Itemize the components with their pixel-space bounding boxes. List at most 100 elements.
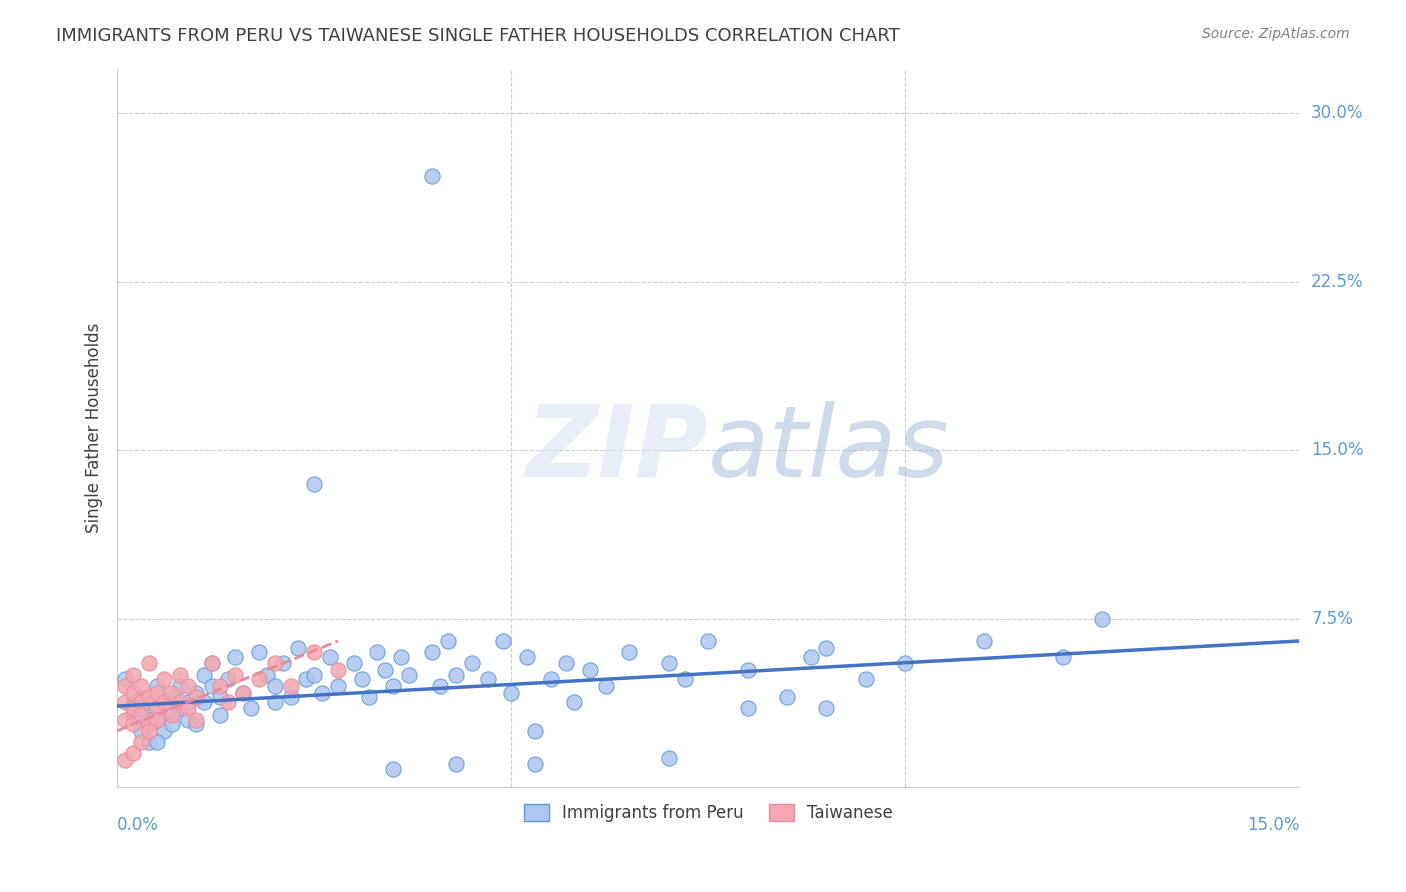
- Point: [302, 476, 325, 491]
- Point: [208, 690, 231, 705]
- Text: 15.0%: 15.0%: [1312, 442, 1364, 459]
- Point: [422, 645, 444, 659]
- Point: [201, 657, 224, 671]
- Point: [138, 717, 160, 731]
- Point: [138, 657, 160, 671]
- Point: [169, 695, 191, 709]
- Point: [311, 685, 333, 699]
- Point: [145, 701, 167, 715]
- Text: atlas: atlas: [709, 401, 950, 498]
- Point: [271, 657, 294, 671]
- Point: [737, 701, 759, 715]
- Point: [122, 685, 145, 699]
- Point: [1052, 649, 1074, 664]
- Point: [184, 690, 207, 705]
- Point: [145, 713, 167, 727]
- Point: [129, 695, 152, 709]
- Point: [114, 679, 136, 693]
- Point: [263, 695, 285, 709]
- Text: 30.0%: 30.0%: [1312, 104, 1364, 122]
- Point: [177, 713, 200, 727]
- Point: [129, 701, 152, 715]
- Point: [776, 690, 799, 705]
- Text: Source: ZipAtlas.com: Source: ZipAtlas.com: [1202, 27, 1350, 41]
- Point: [224, 667, 246, 681]
- Point: [169, 701, 191, 715]
- Point: [389, 649, 412, 664]
- Point: [162, 717, 184, 731]
- Point: [894, 657, 917, 671]
- Point: [162, 690, 184, 705]
- Point: [595, 679, 617, 693]
- Point: [492, 634, 515, 648]
- Point: [169, 667, 191, 681]
- Point: [114, 672, 136, 686]
- Point: [374, 663, 396, 677]
- Point: [138, 735, 160, 749]
- Point: [516, 649, 538, 664]
- Point: [129, 735, 152, 749]
- Point: [1091, 611, 1114, 625]
- Point: [177, 679, 200, 693]
- Point: [815, 640, 838, 655]
- Point: [114, 695, 136, 709]
- Point: [162, 708, 184, 723]
- Point: [359, 690, 381, 705]
- Point: [501, 685, 523, 699]
- Point: [162, 708, 184, 723]
- Text: 22.5%: 22.5%: [1312, 273, 1364, 291]
- Point: [673, 672, 696, 686]
- Point: [153, 695, 176, 709]
- Point: [398, 667, 420, 681]
- Text: 7.5%: 7.5%: [1312, 609, 1353, 628]
- Point: [240, 701, 263, 715]
- Point: [287, 640, 309, 655]
- Point: [122, 708, 145, 723]
- Point: [326, 679, 349, 693]
- Point: [122, 717, 145, 731]
- Point: [523, 723, 546, 738]
- Point: [461, 657, 484, 671]
- Point: [177, 701, 200, 715]
- Point: [263, 657, 285, 671]
- Point: [138, 713, 160, 727]
- Point: [122, 667, 145, 681]
- Point: [247, 645, 270, 659]
- Point: [153, 723, 176, 738]
- Point: [562, 695, 585, 709]
- Point: [145, 735, 167, 749]
- Point: [658, 750, 681, 764]
- Point: [302, 645, 325, 659]
- Point: [256, 667, 278, 681]
- Legend: Immigrants from Peru, Taiwanese: Immigrants from Peru, Taiwanese: [517, 797, 900, 829]
- Point: [169, 679, 191, 693]
- Point: [129, 690, 152, 705]
- Point: [184, 713, 207, 727]
- Point: [800, 649, 823, 664]
- Point: [129, 723, 152, 738]
- Point: [855, 672, 877, 686]
- Point: [382, 679, 405, 693]
- Point: [177, 695, 200, 709]
- Point: [193, 695, 215, 709]
- Point: [138, 723, 160, 738]
- Point: [382, 762, 405, 776]
- Point: [217, 672, 239, 686]
- Point: [658, 657, 681, 671]
- Point: [184, 717, 207, 731]
- Point: [280, 690, 302, 705]
- Point: [326, 663, 349, 677]
- Point: [162, 685, 184, 699]
- Point: [201, 657, 224, 671]
- Point: [138, 717, 160, 731]
- Point: [697, 634, 720, 648]
- Point: [429, 679, 451, 693]
- Point: [366, 645, 388, 659]
- Text: 0.0%: 0.0%: [117, 815, 159, 834]
- Point: [295, 672, 318, 686]
- Point: [138, 690, 160, 705]
- Y-axis label: Single Father Households: Single Father Households: [86, 323, 103, 533]
- Point: [217, 695, 239, 709]
- Point: [129, 679, 152, 693]
- Point: [280, 679, 302, 693]
